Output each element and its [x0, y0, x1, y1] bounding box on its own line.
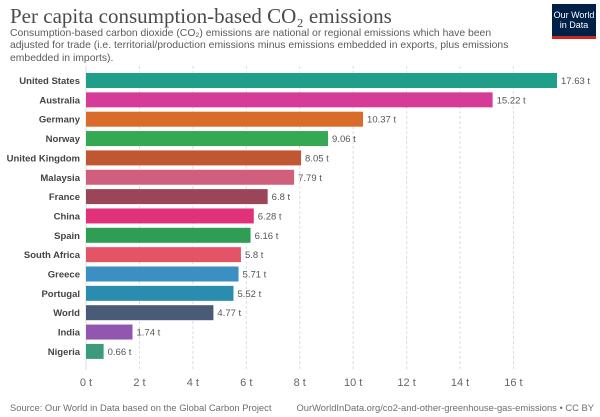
bar	[86, 305, 214, 321]
category-label: France	[49, 192, 80, 203]
data-label: 17.63 t	[561, 76, 590, 87]
bar	[86, 92, 493, 108]
bar	[86, 343, 104, 359]
page-title: Per capita consumption-based CO₂ emissio…	[10, 4, 392, 28]
bar	[86, 131, 329, 147]
category-label: United States	[19, 76, 80, 87]
data-label: 6.28 t	[258, 211, 282, 222]
category-label: Portugal	[41, 289, 80, 300]
data-label: 1.74 t	[136, 328, 160, 339]
category-label: Nigeria	[48, 347, 81, 358]
bar	[86, 208, 254, 224]
data-label: 5.71 t	[243, 270, 267, 281]
category-label: United Kingdom	[7, 153, 80, 164]
chart-subtitle: Consumption-based carbon dioxide (CO₂) e…	[10, 28, 509, 64]
category-label: Norway	[46, 134, 81, 145]
bar	[86, 266, 239, 282]
x-tick-label: 6 t	[240, 377, 252, 389]
bar	[86, 285, 234, 301]
source-note: Source: Our World in Data based on the G…	[10, 402, 272, 413]
x-tick-label: 4 t	[187, 377, 199, 389]
x-tick-label: 0 t	[80, 377, 92, 389]
data-label: 5.52 t	[237, 289, 261, 300]
x-tick-label: 2 t	[133, 377, 145, 389]
data-label: 7.79 t	[298, 173, 322, 184]
owid-logo[interactable]: Our World in Data	[552, 4, 596, 39]
category-label: India	[58, 328, 81, 339]
logo-line-1: Our World	[553, 10, 595, 20]
category-label: Greece	[48, 270, 80, 281]
bar	[86, 169, 295, 185]
data-label: 0.66 t	[108, 347, 132, 358]
data-label: 6.16 t	[255, 231, 279, 242]
x-tick-label: 14 t	[451, 377, 469, 389]
data-label: 15.22 t	[497, 95, 526, 106]
category-label: Australia	[39, 95, 80, 106]
category-label: South Africa	[24, 250, 81, 261]
source-url[interactable]: OurWorldInData.org/co2-and-other-greenho…	[296, 402, 594, 413]
category-label: Malaysia	[40, 173, 80, 184]
data-label: 4.77 t	[217, 308, 241, 319]
data-label: 8.05 t	[305, 153, 329, 164]
category-label: Germany	[39, 115, 81, 126]
logo-line-2: in Data	[559, 20, 589, 30]
x-tick-label: 8 t	[294, 377, 306, 389]
category-label: China	[54, 211, 81, 222]
bar	[86, 150, 302, 166]
bar	[86, 189, 268, 205]
bar	[86, 73, 557, 88]
bar	[86, 324, 133, 340]
bar	[86, 247, 241, 263]
data-label: 10.37 t	[367, 115, 396, 126]
x-tick-label: 10 t	[344, 377, 362, 389]
category-label: Spain	[54, 231, 80, 242]
category-label: World	[53, 308, 80, 319]
data-label: 5.8 t	[245, 250, 264, 261]
data-label: 9.06 t	[332, 134, 356, 145]
data-label: 6.8 t	[272, 192, 291, 203]
bar	[86, 111, 364, 127]
x-tick-label: 16 t	[504, 377, 522, 389]
x-tick-label: 12 t	[397, 377, 415, 389]
bar	[86, 227, 251, 243]
